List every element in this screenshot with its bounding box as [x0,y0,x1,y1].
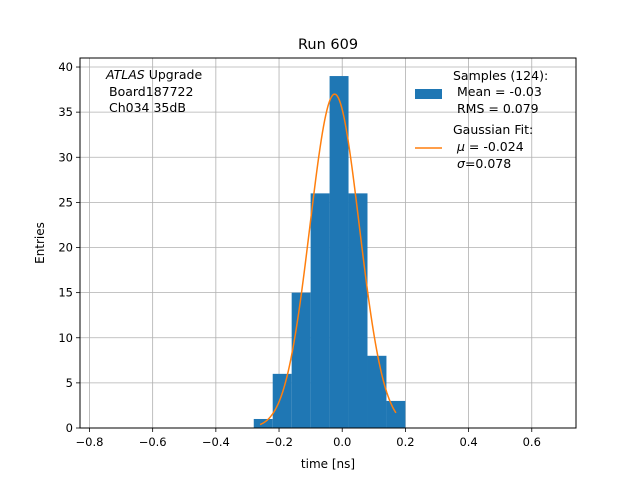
legend-fit-sigma: σ=0.078 [457,156,511,171]
y-tick-label: 25 [58,195,73,209]
x-tick-label: −0.6 [139,435,167,449]
legend-mu-symbol: μ [456,139,465,154]
x-tick-label: 0.0 [333,435,351,449]
y-tick-label: 20 [58,241,73,255]
x-tick-label: −0.4 [202,435,230,449]
y-tick-label: 30 [58,150,73,164]
histogram-bar [367,355,387,428]
legend-mu-value: = -0.024 [465,139,524,154]
legend: Samples (124): Mean = -0.03 RMS = 0.079 … [415,68,548,171]
legend-fit-mu: μ = -0.024 [456,139,524,154]
y-tick-label: 0 [66,421,73,435]
annotation-line-1: ATLAS Upgrade [105,67,202,82]
y-axis-ticks: 0 5 10 15 20 25 30 35 40 [58,60,80,435]
x-tick-label: 0.4 [459,435,477,449]
legend-samples-line-3: RMS = 0.079 [457,101,539,116]
atlas-annotation: ATLAS Upgrade Board187722 Ch034 35dB [105,67,202,115]
x-tick-label: −0.8 [76,435,104,449]
y-tick-label: 5 [66,376,73,390]
gaussian-fit-line [259,93,397,426]
histogram-bar [386,400,406,428]
x-tick-label: −0.2 [265,435,293,449]
chart-title: Run 609 [298,37,358,53]
histogram-bar [310,193,330,428]
x-axis-label: time [ns] [301,457,355,471]
legend-sigma-value: =0.078 [465,156,511,171]
legend-fit-line-1: Gaussian Fit: [453,122,533,137]
x-tick-label: 0.6 [523,435,541,449]
y-tick-label: 15 [58,286,73,300]
histogram-bar [272,373,292,428]
y-tick-label: 40 [58,60,73,74]
annotation-italic: ATLAS [105,67,145,82]
legend-sigma-symbol: σ [457,156,466,171]
histogram-bar [291,292,311,428]
legend-samples-line-2: Mean = -0.03 [457,84,542,99]
x-axis-ticks: −0.8 −0.6 −0.4 −0.2 0.0 0.2 0.4 0.6 [76,428,541,449]
y-tick-label: 35 [58,105,73,119]
annotation-line-2: Board187722 [109,84,193,99]
y-axis-label: Entries [33,222,47,264]
histogram-bar [329,76,349,429]
legend-samples-swatch [415,89,442,99]
x-tick-label: 0.2 [396,435,414,449]
legend-samples-line-1: Samples (124): [453,68,548,83]
plot-frame [79,57,577,429]
annotation-rest: Upgrade [145,67,203,82]
annotation-line-3: Ch034 35dB [109,100,186,115]
y-tick-label: 10 [58,331,73,345]
histogram-bar [348,193,368,428]
